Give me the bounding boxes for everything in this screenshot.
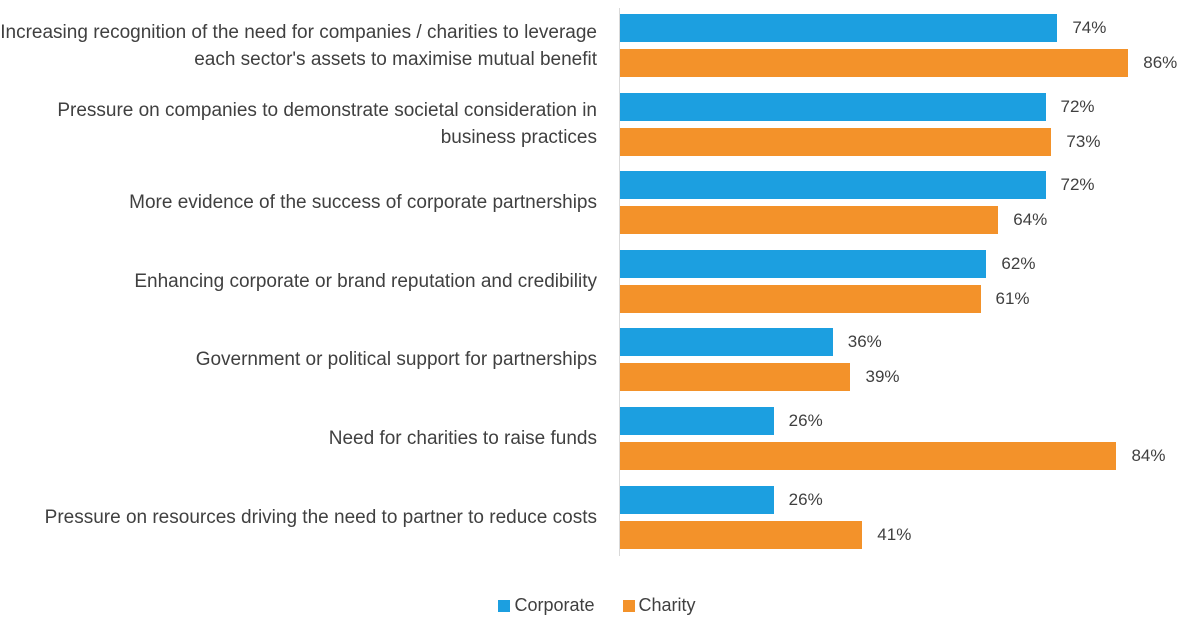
- legend-swatch: [498, 599, 511, 612]
- legend: Corporate Charity: [0, 595, 1194, 616]
- category-label: Enhancing corporate or brand reputation …: [0, 243, 597, 320]
- category-text: More evidence of the success of corporat…: [129, 192, 597, 214]
- value-label: 26%: [788, 411, 823, 430]
- value-label: 74%: [1072, 18, 1107, 37]
- bar: [620, 92, 1046, 121]
- bar: [620, 407, 774, 435]
- value-label: 73%: [1066, 131, 1101, 151]
- legend-item: Charity: [622, 595, 696, 616]
- bar: [620, 171, 1046, 200]
- legend-item: Corporate: [498, 595, 595, 616]
- value-label: 41%: [877, 524, 912, 544]
- value-label: 72%: [1060, 96, 1095, 116]
- bar: [620, 127, 1052, 156]
- category-label: Pressure on resources driving the need t…: [0, 479, 597, 556]
- value-label: 62%: [1001, 253, 1036, 273]
- value-label: 61%: [995, 288, 1030, 308]
- category-label: Pressure on companies to demonstrate soc…: [0, 86, 597, 163]
- category-text: Pressure on resources driving the need t…: [44, 506, 597, 528]
- category-label: Increasing recognition of the need for c…: [0, 7, 597, 84]
- category-label: Need for charities to raise funds: [0, 400, 597, 477]
- category-label: More evidence of the success of corporat…: [0, 164, 597, 241]
- category-text: Enhancing corporate or brand reputation …: [134, 270, 597, 292]
- legend-swatch: [622, 599, 635, 612]
- value-label: 64%: [1013, 210, 1048, 230]
- value-label: 26%: [788, 489, 823, 509]
- value-label: 86%: [1143, 53, 1178, 72]
- category-text: Increasing recognition of the need for c…: [0, 21, 597, 70]
- bar: [620, 363, 851, 392]
- axis-line: [619, 8, 620, 556]
- bar: [620, 520, 863, 549]
- bar: [620, 485, 774, 514]
- bar: [620, 442, 1117, 470]
- bar: [620, 49, 1129, 77]
- category-text: Need for charities to raise funds: [328, 428, 597, 449]
- value-label: 36%: [847, 332, 882, 352]
- category-label: Government or political support for part…: [0, 321, 597, 398]
- category-text: Pressure on companies to demonstrate soc…: [57, 100, 597, 149]
- category-text: Government or political support for part…: [195, 349, 597, 371]
- value-label: 84%: [1131, 446, 1166, 465]
- legend-label: Charity: [638, 595, 696, 615]
- bar: [620, 206, 999, 235]
- bar: [620, 284, 981, 313]
- legend-label: Corporate: [514, 595, 595, 615]
- bar: [620, 14, 1058, 42]
- bar: [620, 249, 987, 278]
- value-label: 39%: [865, 367, 900, 387]
- bar: [620, 328, 833, 357]
- value-label: 72%: [1060, 175, 1095, 195]
